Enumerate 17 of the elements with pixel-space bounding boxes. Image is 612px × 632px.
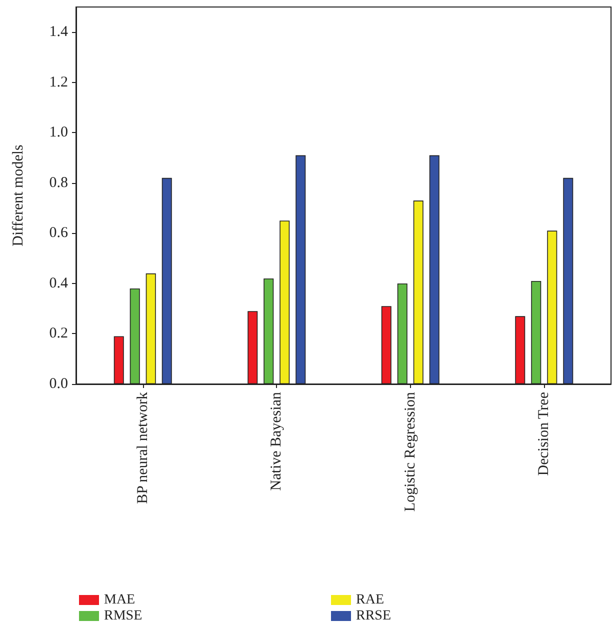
x-tick-label: Decision Tree — [536, 392, 552, 476]
legend-label: MAE — [104, 592, 136, 608]
legend-label: RMSE — [104, 608, 142, 624]
legend-label: RAE — [356, 592, 384, 608]
y-tick-label: 0.4 — [49, 275, 68, 292]
y-axis-title: Different models — [10, 144, 26, 246]
y-tick-label: 1.0 — [49, 124, 68, 141]
legend-label: RRSE — [356, 608, 392, 624]
y-tick-label: 1.4 — [49, 24, 68, 40]
x-tick-label: Logistic Regression — [402, 392, 418, 512]
x-tick-label: BP neural network — [134, 392, 151, 504]
y-tick-label: 1.2 — [49, 74, 68, 90]
y-tick-label: 0.0 — [49, 376, 68, 392]
y-tick-label: 0.2 — [49, 326, 68, 342]
y-tick-label: 0.6 — [49, 225, 68, 242]
x-tick-label: Native Bayesian — [268, 392, 285, 491]
y-tick-label: 0.8 — [49, 174, 68, 191]
